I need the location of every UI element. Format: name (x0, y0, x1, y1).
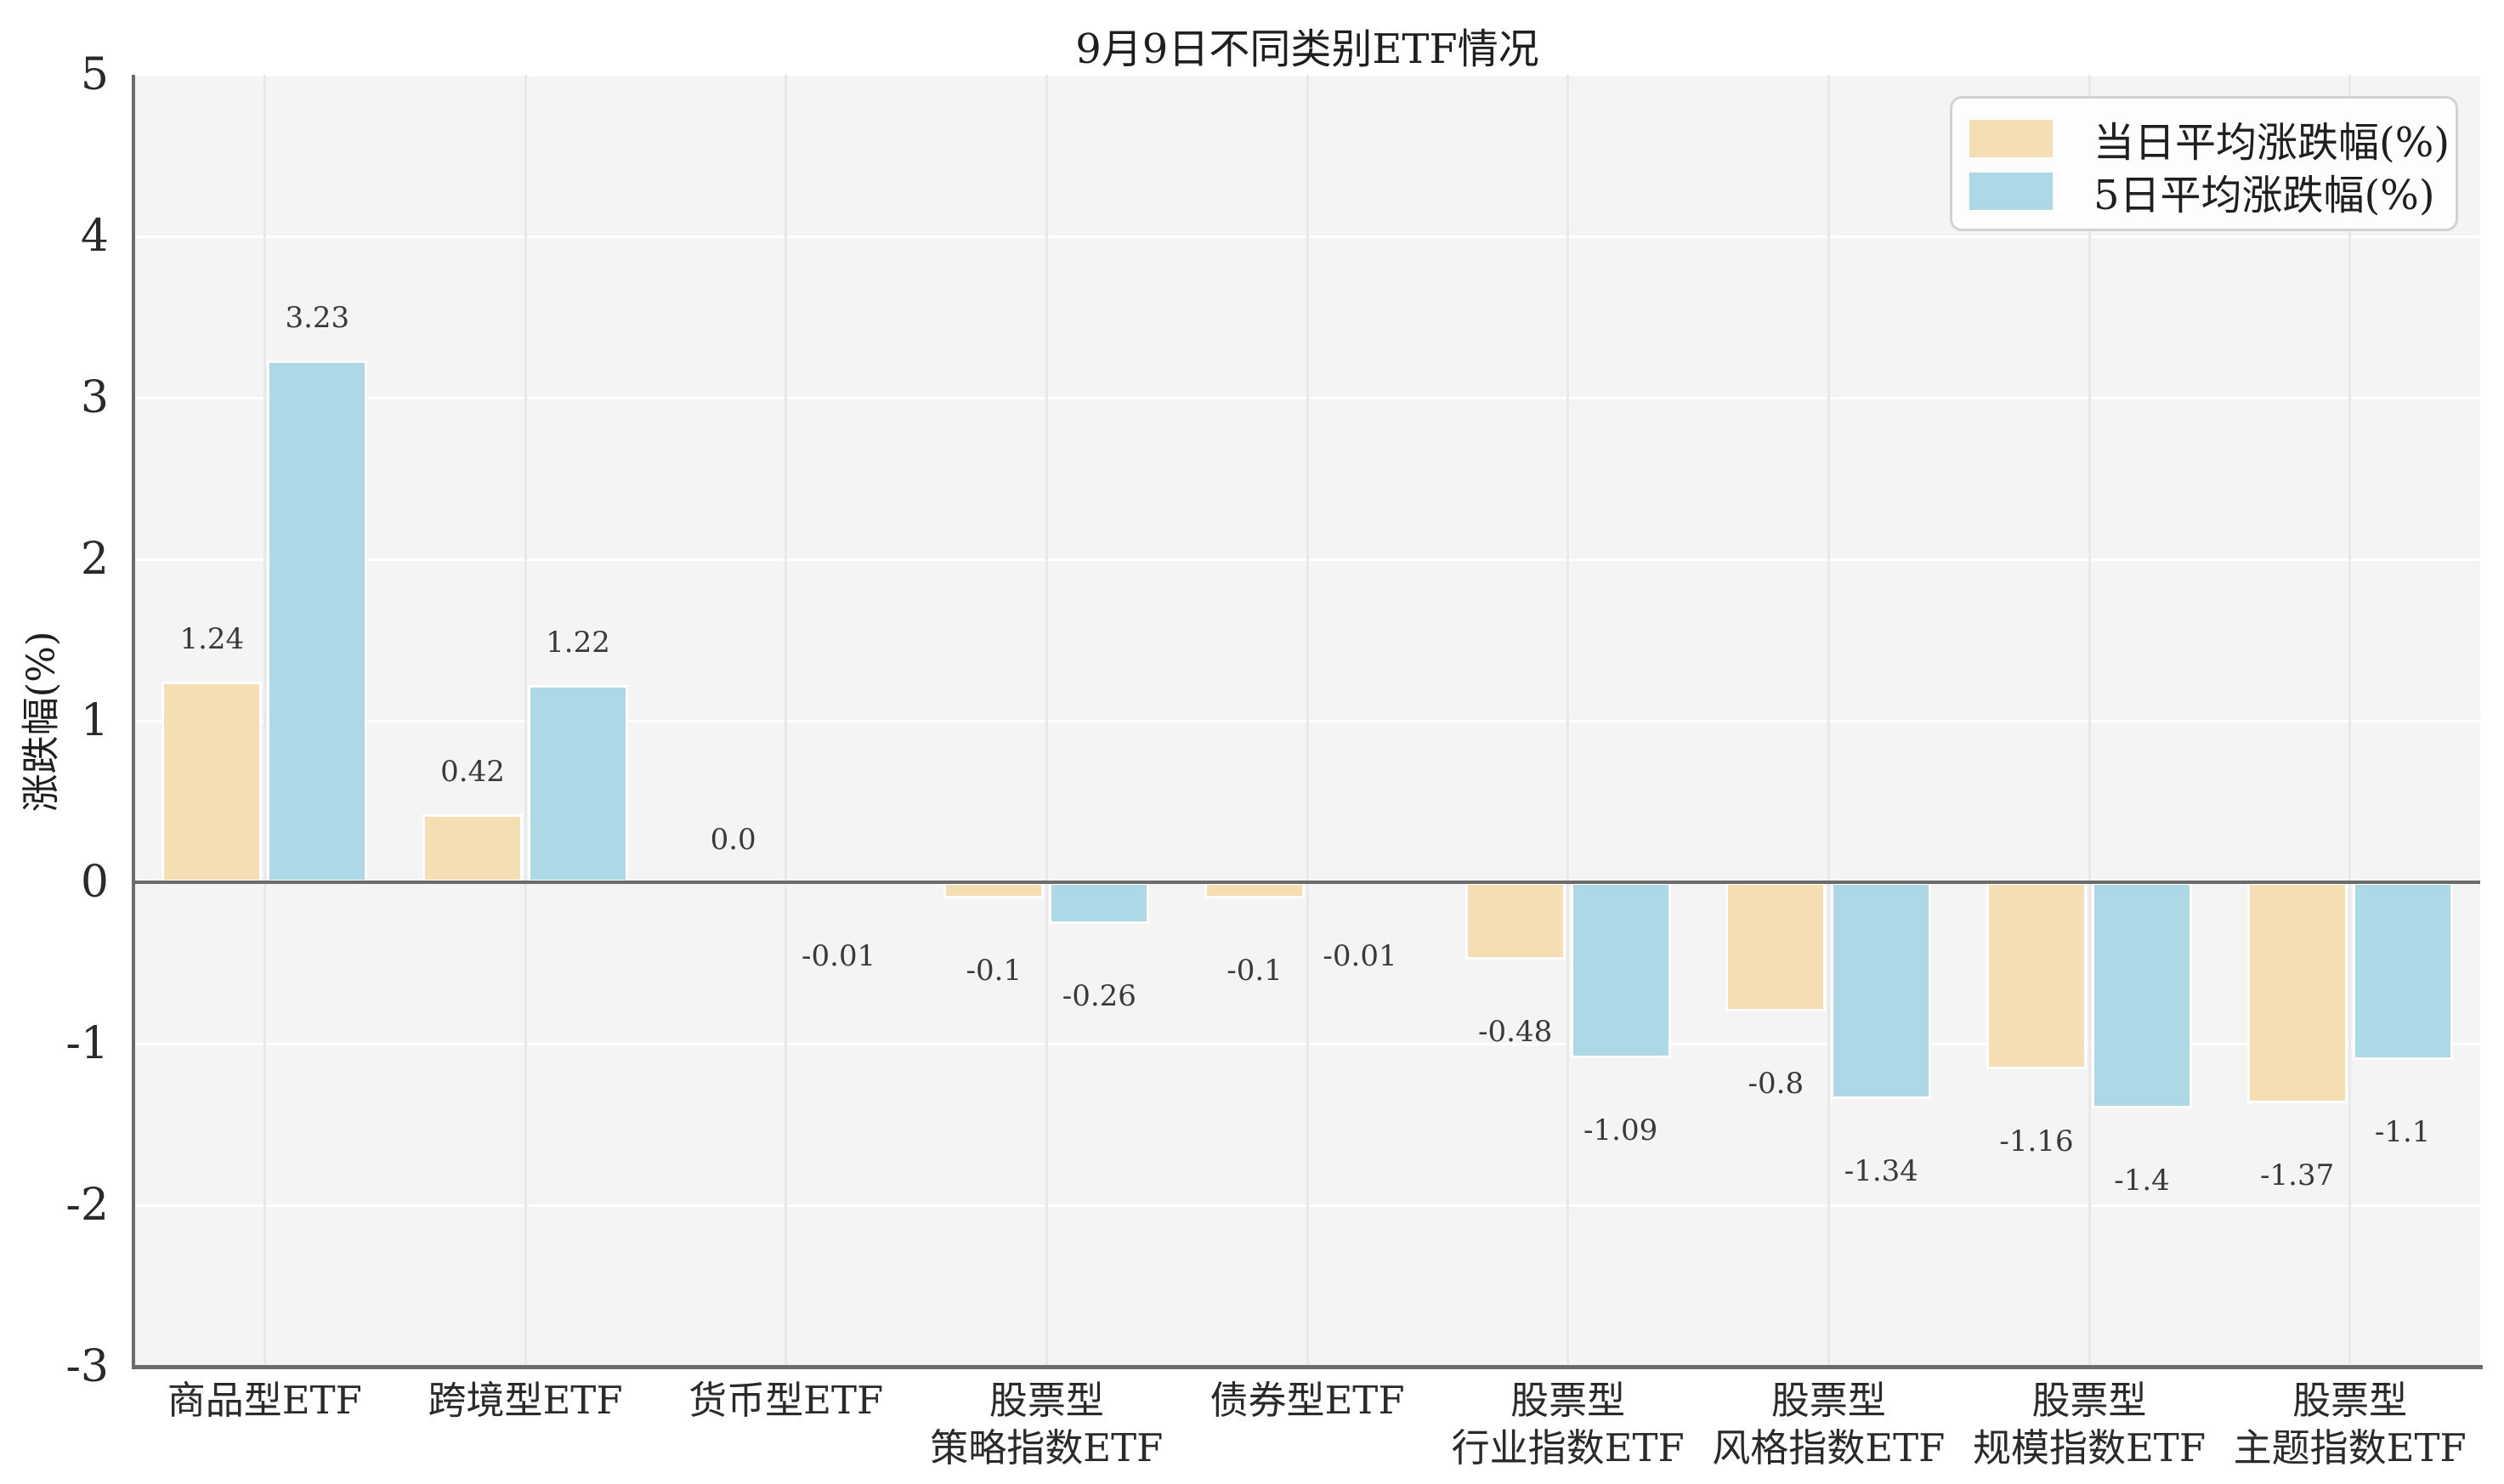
bar-value-label: -0.8 (1748, 1067, 1804, 1101)
x-tick-label: 股票型 规模指数ETF (1973, 1377, 2206, 1472)
bar-value-label: 1.22 (546, 626, 610, 660)
y-tick-label: 1 (80, 695, 109, 746)
bar-value-label: -1.37 (2260, 1158, 2335, 1193)
y-axis-spine (132, 75, 135, 1369)
x-tick-label: 股票型 行业指数ETF (1452, 1377, 1685, 1472)
plot-area (134, 73, 2480, 1368)
gridline-vertical (1566, 75, 1570, 1367)
bar-series-0-cat-3 (943, 882, 1045, 898)
legend-swatch-5day (1969, 173, 2053, 210)
bar-series-1-cat-1 (528, 685, 628, 882)
bar-value-label: 0.42 (440, 755, 505, 790)
legend-label-daily: 当日平均涨跌幅(%) (2093, 119, 2450, 167)
bar-series-0-cat-8 (2246, 882, 2348, 1104)
x-axis-spine (132, 1365, 2483, 1369)
legend-label-5day: 5日平均涨跌幅(%) (2093, 172, 2435, 219)
x-tick-label-line: 股票型 (989, 1378, 1104, 1423)
x-tick-label-line: 跨境型ETF (428, 1378, 623, 1423)
x-tick-label-line: 风格指数ETF (1712, 1425, 1946, 1470)
gridline-vertical (1045, 75, 1048, 1367)
bar-series-0-cat-6 (1725, 882, 1827, 1011)
bar-series-0-cat-1 (422, 814, 523, 882)
x-tick-label-line: 股票型 (2031, 1378, 2147, 1423)
y-tick-label: -1 (65, 1018, 109, 1069)
bar-value-label: -0.26 (1062, 979, 1136, 1014)
legend-entry-daily: 当日平均涨跌幅(%) (1969, 112, 2456, 167)
legend: 当日平均涨跌幅(%) 5日平均涨跌幅(%) (1950, 96, 2458, 231)
y-tick-label: -2 (65, 1180, 109, 1231)
x-tick-label-line: 股票型 (1510, 1378, 1626, 1423)
y-tick-label: 3 (80, 372, 109, 423)
gridline-vertical (785, 75, 788, 1367)
gridline-vertical (1827, 75, 1830, 1367)
bar-value-label: -1.16 (1999, 1124, 2074, 1159)
bar-series-1-cat-7 (2092, 882, 2192, 1108)
bar-series-0-cat-4 (1204, 882, 1305, 898)
bar-series-1-cat-8 (2352, 882, 2453, 1060)
y-tick-label: 4 (80, 211, 109, 262)
chart-title: 9月9日不同类别ETF情况 (1075, 25, 1539, 73)
bar-series-1-cat-5 (1570, 882, 1671, 1059)
y-tick-label: 0 (80, 857, 109, 908)
bar-value-label: -1.4 (2114, 1164, 2170, 1198)
bar-series-0-cat-0 (161, 682, 263, 882)
x-tick-label-line: 行业指数ETF (1451, 1425, 1685, 1470)
bar-series-0-cat-5 (1464, 882, 1566, 960)
y-tick-label: 2 (80, 534, 109, 585)
bar-value-label: 1.24 (179, 622, 245, 657)
x-tick-label-line: 股票型 (2292, 1378, 2408, 1423)
gridline-vertical (1306, 75, 1309, 1367)
bar-series-1-cat-0 (267, 360, 368, 882)
x-tick-label-line: 债券型ETF (1210, 1378, 1405, 1423)
gridline-vertical (2088, 75, 2091, 1367)
x-tick-label: 跨境型ETF (428, 1377, 622, 1425)
bar-series-1-cat-6 (1831, 882, 1932, 1099)
bar-value-label: -0.48 (1478, 1015, 1553, 1050)
bar-value-label: -1.34 (1844, 1153, 1918, 1188)
zero-baseline (134, 881, 2480, 884)
gridline-vertical (524, 75, 527, 1367)
y-tick-label: -3 (65, 1341, 109, 1392)
x-tick-label: 商品型ETF (167, 1377, 362, 1425)
bar-value-label: -1.09 (1583, 1113, 1658, 1148)
bar-value-label: -0.1 (966, 954, 1023, 988)
bar-series-1-cat-3 (1049, 882, 1150, 925)
x-tick-label: 股票型 风格指数ETF (1712, 1377, 1945, 1472)
bar-value-label: 0.0 (710, 823, 756, 857)
legend-entry-5day: 5日平均涨跌幅(%) (1969, 165, 2456, 219)
x-tick-label: 股票型 策略指数ETF (930, 1377, 1163, 1472)
x-tick-label: 债券型ETF (1210, 1377, 1404, 1425)
x-tick-label-line: 主题指数ETF (2233, 1425, 2467, 1470)
bar-value-label: 3.23 (285, 301, 350, 336)
x-tick-label-line: 商品型ETF (167, 1378, 362, 1423)
x-tick-label-line: 股票型 (1770, 1378, 1886, 1423)
x-tick-label-line: 货币型ETF (688, 1378, 884, 1423)
gridline-vertical (263, 75, 266, 1367)
x-tick-label: 股票型 主题指数ETF (2234, 1377, 2467, 1472)
bar-value-label: -1.1 (2374, 1115, 2431, 1149)
x-tick-label-line: 规模指数ETF (1972, 1425, 2207, 1470)
bar-value-label: -0.01 (1323, 938, 1397, 973)
bar-series-0-cat-7 (1986, 882, 2087, 1070)
bar-value-label: -0.01 (802, 938, 876, 973)
y-tick-label: 5 (80, 49, 109, 100)
gridline-vertical (2348, 75, 2352, 1367)
x-tick-label: 货币型ETF (688, 1377, 883, 1425)
bar-value-label: -0.1 (1227, 954, 1283, 988)
x-tick-label-line: 策略指数ETF (930, 1425, 1164, 1470)
legend-swatch-daily (1969, 120, 2053, 157)
